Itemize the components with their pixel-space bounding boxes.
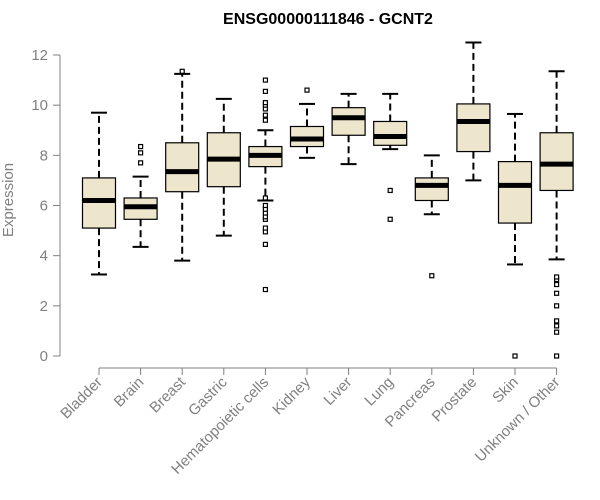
outlier-point xyxy=(553,323,560,329)
outlier-point xyxy=(262,195,268,201)
box-prostate xyxy=(456,41,491,182)
x-tick-label: Skin xyxy=(489,374,522,407)
box-kidney xyxy=(289,87,325,159)
box-brain xyxy=(123,143,158,248)
y-tick-label: 6 xyxy=(40,198,48,215)
box-body xyxy=(81,177,117,229)
outlier-point xyxy=(138,150,144,156)
outlier-point xyxy=(429,273,435,279)
y-tick-label: 2 xyxy=(40,298,48,315)
outlier-point xyxy=(553,329,560,335)
outlier-point xyxy=(304,87,310,93)
box-bladder xyxy=(81,111,117,276)
box-body xyxy=(289,125,325,148)
y-tick-label: 8 xyxy=(40,147,48,164)
outlier-point xyxy=(387,216,393,222)
outlier-point xyxy=(553,303,560,309)
box-lung xyxy=(373,92,408,222)
box-skin xyxy=(497,112,533,359)
y-tick-label: 4 xyxy=(40,248,48,265)
x-tick-label: Brain xyxy=(111,374,148,411)
outlier-point xyxy=(138,160,144,166)
x-tick-label: Bladder xyxy=(57,374,106,423)
box-gastric xyxy=(206,97,241,237)
box-liver xyxy=(331,92,366,166)
y-tick-label: 10 xyxy=(31,97,48,114)
x-tick-label: Prostate xyxy=(429,374,481,426)
outlier-point xyxy=(138,143,144,150)
outlier-point xyxy=(179,68,185,74)
x-tick-label: Liver xyxy=(320,374,355,409)
outlier-point xyxy=(553,274,560,280)
outlier-point xyxy=(553,281,560,288)
y-axis-label: Expression xyxy=(0,163,17,237)
box-body xyxy=(497,161,533,224)
x-tick-label: Kidney xyxy=(269,373,314,418)
box-unknown-other xyxy=(539,70,574,359)
box-body xyxy=(331,107,366,136)
box-body xyxy=(373,120,408,146)
outlier-point xyxy=(262,117,268,123)
box-body xyxy=(165,142,200,193)
outlier-point xyxy=(553,290,560,296)
outlier-point xyxy=(553,353,560,359)
box-body xyxy=(456,103,491,153)
outlier-point xyxy=(262,88,268,94)
outlier-point xyxy=(262,286,268,293)
y-axis: 0 2 4 6 8 10 12 xyxy=(31,47,61,365)
outlier-point xyxy=(262,202,268,209)
x-tick-label: Lung xyxy=(361,374,397,410)
outlier-point xyxy=(512,353,518,359)
y-tick-label: 0 xyxy=(40,348,48,365)
boxes-group xyxy=(81,41,574,359)
outlier-point xyxy=(387,187,393,194)
outlier-point xyxy=(262,77,268,83)
chart-title: ENSG00000111846 - GCNT2 xyxy=(223,11,433,28)
outlier-point xyxy=(262,241,268,247)
outlier-point xyxy=(262,100,268,106)
box-body xyxy=(539,132,574,192)
x-tick-label: Breast xyxy=(146,373,189,416)
outlier-point xyxy=(553,318,560,324)
outlier-point xyxy=(262,112,268,118)
y-tick-label: 12 xyxy=(31,47,48,64)
box-hematopoietic-cells xyxy=(248,77,283,293)
box-pancreas xyxy=(414,154,449,279)
outlier-point xyxy=(262,225,268,231)
box-body xyxy=(414,177,449,202)
box-breast xyxy=(165,68,200,262)
